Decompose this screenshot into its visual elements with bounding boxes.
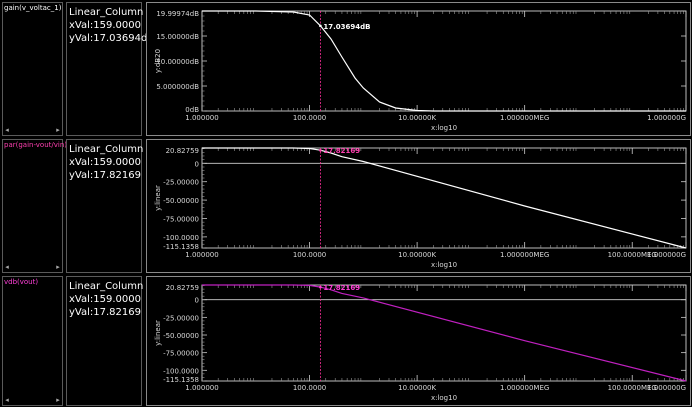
plot-frame — [201, 10, 687, 112]
scroll-left-icon[interactable]: ◂ — [5, 396, 9, 404]
scroll-right-icon[interactable]: ▸ — [56, 396, 60, 404]
horizontal-scrollbar-2[interactable]: ◂ ▸ — [3, 264, 62, 271]
cursor-point — [319, 148, 322, 152]
y-tick-label: 20.82759 — [166, 147, 199, 155]
y-tick-label: -50.00000 — [163, 332, 199, 340]
y-tick-label: -115.1358 — [163, 376, 199, 384]
trace-name-3[interactable]: vdb(vout) — [4, 278, 39, 286]
y-tick-label: 5.000000dB — [156, 83, 199, 91]
chart-svg-3[interactable]: 1.000000 100.0000 10.00000K 1.000000MEG 100.… — [147, 277, 690, 405]
y-axis-label: y:dB20 — [154, 49, 162, 73]
y-tick-label: -25.00000 — [163, 314, 199, 322]
x-axis-label: x:log10 — [431, 124, 457, 132]
cursor-info-panel-2: Linear_Column xVal:159.0000 yVal:17.8216… — [66, 139, 144, 273]
y-axis-label: y:linear — [154, 320, 162, 346]
info-xval: xVal:159.0000 — [69, 157, 141, 168]
cursor-value-label: 17.82169 — [323, 284, 360, 292]
y-tick-label: -100.0000 — [163, 367, 199, 375]
x-tick-label: 1.000000G — [647, 384, 686, 392]
cursor-point — [319, 285, 322, 289]
series-line — [202, 284, 687, 382]
horizontal-scrollbar-1[interactable]: ◂ ▸ — [3, 127, 62, 134]
scroll-right-icon[interactable]: ▸ — [56, 126, 60, 134]
y-tick-label: -100.0000 — [163, 234, 199, 242]
y-tick-label: -75.00000 — [163, 350, 199, 358]
info-yval: yVal:17.82169 — [69, 170, 141, 181]
chart-svg-2[interactable]: 1.000000 100.0000 10.00000K 1.000000MEG 100.… — [147, 140, 690, 272]
trace-list-panel-1[interactable]: gain(v_voltac_1) ◂ ▸ — [2, 2, 63, 136]
x-tick-label: 10.00000K — [398, 384, 436, 392]
scroll-right-icon[interactable]: ▸ — [56, 263, 60, 271]
y-axis-label: y:linear — [154, 185, 162, 211]
y-tick-label: 20.82759 — [166, 284, 199, 292]
plot-area-3[interactable]: 1.000000 100.0000 10.00000K 1.000000MEG 100.… — [146, 276, 691, 406]
y-tick-label: 0dB — [185, 106, 199, 114]
info-xval: xVal:159.0000 — [69, 20, 141, 31]
y-tick-label: 0 — [195, 160, 199, 168]
x-tick-label: 1.000000MEG — [500, 251, 549, 259]
y-tick-label: 0 — [195, 297, 199, 305]
x-tick-label: 1.000000 — [185, 251, 218, 259]
x-tick-label: 1.000000MEG — [500, 114, 549, 122]
x-tick-label: 100.0000MEG — [608, 251, 657, 259]
y-tick-label: -25.00000 — [163, 179, 199, 187]
series-line — [202, 10, 686, 112]
info-yval: yVal:17.03694dB — [69, 33, 155, 44]
info-column-type: Linear_Column — [69, 144, 144, 155]
plot-frame — [201, 284, 687, 382]
info-column-type: Linear_Column — [69, 7, 144, 18]
x-tick-label: 10.00000K — [398, 251, 436, 259]
plot-frame — [201, 147, 687, 249]
info-yval: yVal:17.82169 — [69, 307, 141, 318]
info-xval: xVal:159.0000 — [69, 294, 141, 305]
series-line — [202, 147, 687, 249]
cursor-value-label: 17.82169 — [323, 147, 360, 155]
x-axis-label: x:log10 — [431, 394, 457, 402]
x-tick-label: 100.0000MEG — [608, 384, 657, 392]
trace-name-2[interactable]: par(gain-vout/vin) — [4, 141, 68, 149]
scroll-left-icon[interactable]: ◂ — [5, 263, 9, 271]
y-tick-label: 15.00000dB — [156, 33, 199, 41]
x-tick-label: 1.000000G — [647, 114, 686, 122]
trace-list-panel-3[interactable]: vdb(vout) ◂ ▸ — [2, 276, 63, 406]
info-column-type: Linear_Column — [69, 281, 144, 292]
x-tick-label: 10.00000K — [398, 114, 436, 122]
scroll-left-icon[interactable]: ◂ — [5, 126, 9, 134]
plot-area-1[interactable]: 1.000000 100.0000 10.00000K 1.000000MEG 1.00… — [146, 2, 691, 136]
trace-list-panel-2[interactable]: par(gain-vout/vin) ◂ ▸ — [2, 139, 67, 273]
x-tick-label: 100.0000 — [293, 114, 326, 122]
cursor-point — [319, 24, 322, 28]
horizontal-scrollbar-3[interactable]: ◂ ▸ — [3, 397, 62, 404]
y-tick-label: -75.00000 — [163, 215, 199, 223]
y-tick-label: 10.00000dB — [156, 58, 199, 66]
cursor-info-panel-3: Linear_Column xVal:159.0000 yVal:17.8216… — [66, 276, 144, 406]
x-axis-label: x:log10 — [431, 261, 457, 269]
x-tick-label: 1.000000MEG — [500, 384, 549, 392]
x-tick-label: 1.000000 — [185, 114, 218, 122]
x-tick-label: 1.000000 — [185, 384, 218, 392]
x-tick-label: 1.000000G — [647, 251, 686, 259]
plot-area-2[interactable]: 1.000000 100.0000 10.00000K 1.000000MEG 100.… — [146, 139, 691, 273]
cursor-info-panel-1: Linear_Column xVal:159.0000 yVal:17.0369… — [66, 2, 154, 136]
y-tick-label: 19.99974dB — [156, 10, 199, 18]
cursor-value-label: 17.03694dB — [323, 23, 370, 31]
y-tick-label: -115.1358 — [163, 243, 199, 251]
x-tick-label: 100.0000 — [293, 251, 326, 259]
trace-name-1[interactable]: gain(v_voltac_1) — [4, 4, 62, 12]
y-tick-label: -50.00000 — [163, 197, 199, 205]
chart-svg-1[interactable]: 1.000000 100.0000 10.00000K 1.000000MEG 1.00… — [147, 3, 690, 135]
x-tick-label: 100.0000 — [293, 384, 326, 392]
